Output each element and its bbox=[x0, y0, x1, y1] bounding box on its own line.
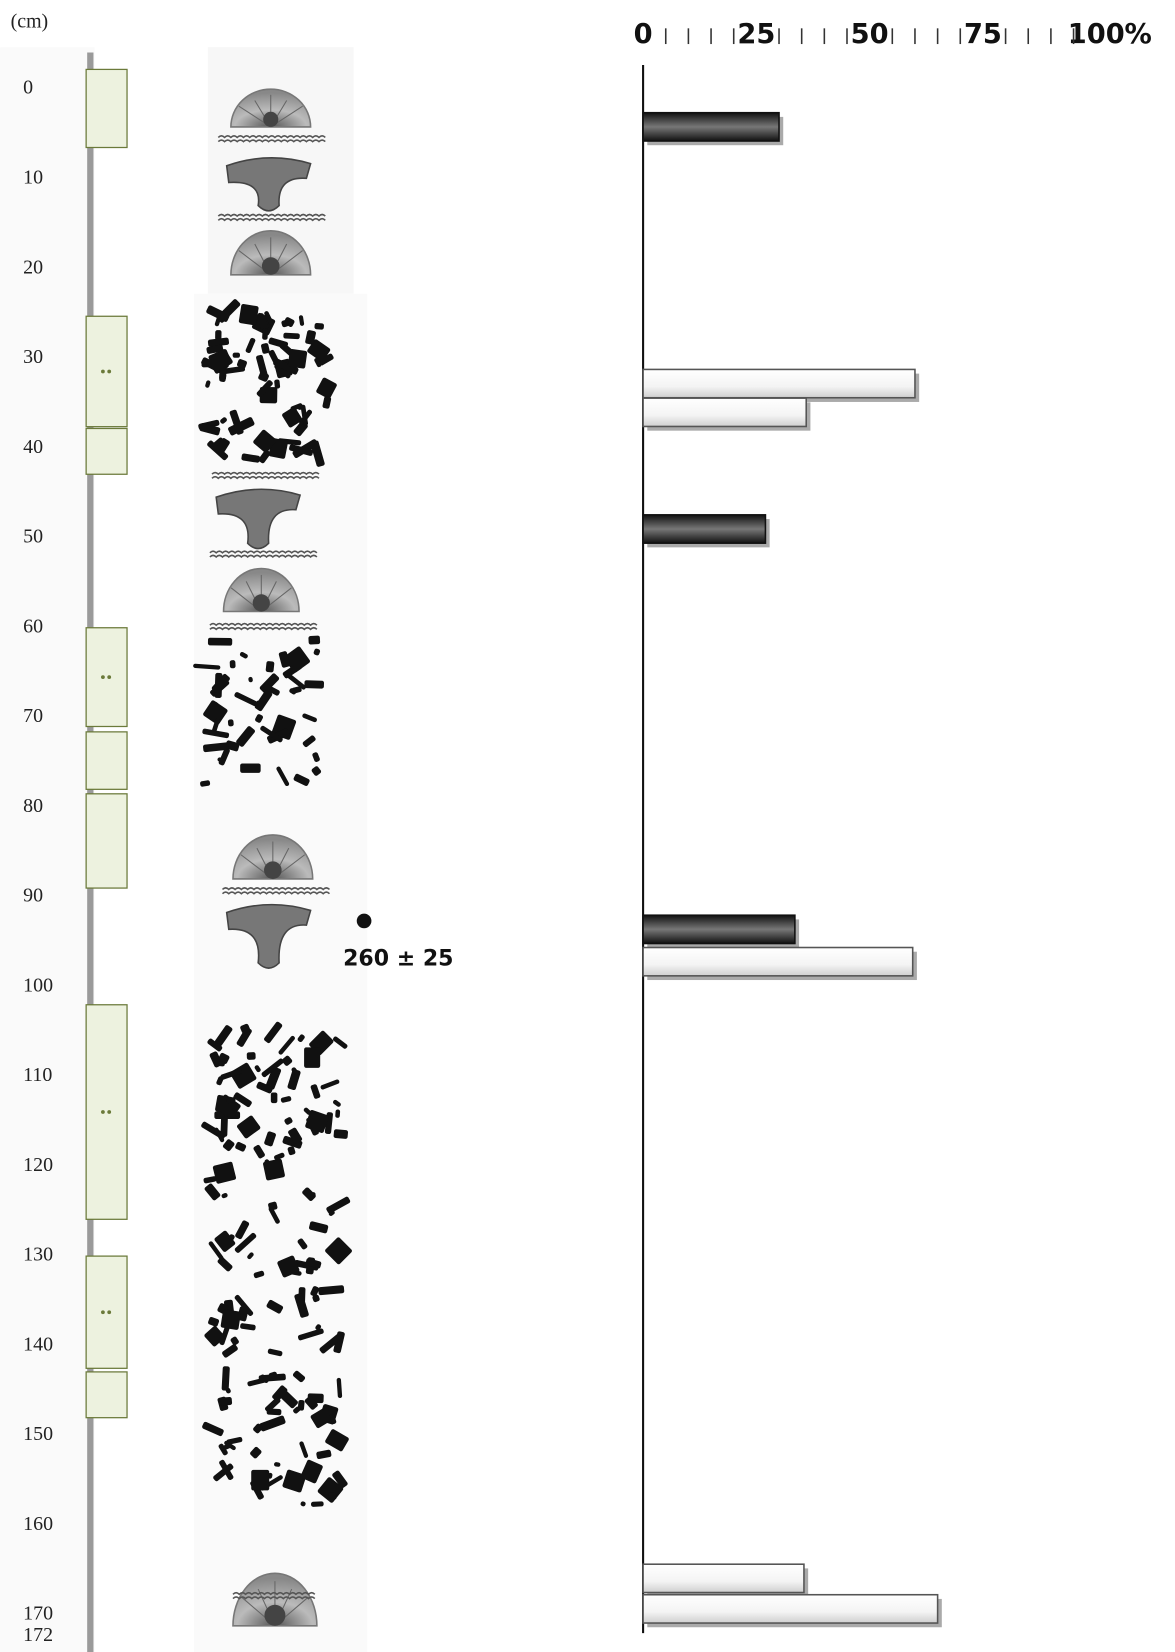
x-unit: % bbox=[1125, 19, 1152, 50]
fragment bbox=[219, 1397, 232, 1406]
sample-dot bbox=[101, 370, 105, 374]
y-tick-label: 50 bbox=[23, 526, 43, 548]
x-tick-label: 100 bbox=[1068, 19, 1125, 50]
sample-box bbox=[86, 732, 127, 789]
y-tick-label: 90 bbox=[23, 885, 43, 907]
sample-box bbox=[86, 1372, 127, 1418]
annotation-dot bbox=[357, 914, 372, 929]
shell-eye bbox=[253, 594, 270, 611]
y-tick-label: 30 bbox=[23, 346, 43, 368]
sample-dot bbox=[107, 1110, 111, 1114]
sample-box bbox=[86, 428, 127, 474]
y-tick-label: 60 bbox=[23, 615, 43, 637]
y-tick-label: 80 bbox=[23, 795, 43, 817]
chart: (cm) 260 ± 25 0 10 20 30 40 50 60 70 80 90 100 110 1… bbox=[0, 0, 1175, 1652]
fragment bbox=[283, 333, 300, 340]
fragment bbox=[271, 1093, 278, 1104]
y-tick-label: 140 bbox=[23, 1333, 53, 1355]
bar bbox=[643, 915, 795, 943]
fragment bbox=[333, 1129, 348, 1139]
sample-dot bbox=[107, 1310, 111, 1314]
sample-dot bbox=[107, 370, 111, 374]
fragment bbox=[335, 1109, 340, 1118]
y-tick-label: 130 bbox=[23, 1244, 53, 1266]
axis-panel bbox=[0, 47, 94, 1652]
fragment bbox=[233, 353, 240, 358]
annotation: 260 ± 25 bbox=[343, 947, 453, 972]
y-tick-label: 10 bbox=[23, 166, 43, 188]
fragment bbox=[311, 1501, 324, 1507]
sample-box bbox=[86, 316, 127, 426]
sample-dot bbox=[101, 1310, 105, 1314]
y-tick-label: 100 bbox=[23, 974, 53, 996]
y-tick-label: 110 bbox=[23, 1064, 52, 1086]
fragment bbox=[228, 719, 234, 726]
fragment bbox=[263, 1158, 286, 1180]
fragment bbox=[247, 1052, 256, 1060]
sample-box bbox=[86, 69, 127, 147]
y-tick-label: 40 bbox=[23, 436, 43, 458]
fragment bbox=[304, 1047, 320, 1067]
sample-box bbox=[86, 794, 127, 888]
fragment bbox=[220, 1117, 227, 1137]
x-tick-label: 0 bbox=[634, 19, 653, 50]
y-tick-label: 150 bbox=[23, 1423, 53, 1445]
sample-dot bbox=[101, 1110, 105, 1114]
page: {"chart_data": {"type": "bar", "ylabel":… bbox=[0, 0, 1175, 1652]
fragment bbox=[251, 1470, 269, 1491]
fragment bbox=[222, 1366, 230, 1391]
bar bbox=[643, 515, 765, 543]
shell-eye bbox=[264, 1605, 285, 1626]
fragment bbox=[304, 680, 324, 689]
fragment bbox=[208, 638, 232, 646]
y-tick-label: 20 bbox=[23, 256, 43, 278]
y-axis-label: (cm) bbox=[11, 11, 49, 33]
y-tick-label: 0 bbox=[23, 77, 33, 99]
fragment bbox=[288, 349, 308, 369]
x-tick-label: 50 bbox=[851, 19, 889, 50]
sample-box bbox=[86, 1256, 127, 1368]
fragment bbox=[266, 661, 275, 673]
fragment bbox=[219, 1061, 225, 1066]
y-tick-label: 160 bbox=[23, 1513, 53, 1535]
x-tick-label: 75 bbox=[964, 19, 1002, 50]
y-tick-label: 120 bbox=[23, 1154, 53, 1176]
bar bbox=[643, 948, 913, 976]
sample-dot bbox=[101, 675, 105, 679]
bar bbox=[643, 398, 806, 426]
sample-box bbox=[86, 1005, 127, 1220]
fragment bbox=[314, 323, 324, 330]
fragment bbox=[220, 1309, 241, 1330]
shell-eye bbox=[264, 861, 282, 879]
fragment bbox=[239, 304, 259, 326]
sample-dot bbox=[107, 675, 111, 679]
bar bbox=[643, 113, 779, 141]
shell-eye bbox=[263, 112, 278, 127]
x-tick-label: 25 bbox=[737, 19, 775, 50]
fragment bbox=[262, 328, 268, 340]
bar bbox=[643, 1595, 938, 1623]
fragment bbox=[274, 379, 280, 389]
sample-box bbox=[86, 628, 127, 727]
fragment bbox=[240, 764, 260, 773]
bar bbox=[643, 369, 915, 397]
bar bbox=[643, 1564, 804, 1592]
fragment bbox=[230, 660, 236, 668]
y-tick-label: 172 bbox=[23, 1624, 53, 1646]
y-tick-label: 170 bbox=[23, 1603, 53, 1625]
y-tick-label: 70 bbox=[23, 705, 43, 727]
fragment bbox=[308, 636, 320, 645]
shell-eye bbox=[262, 257, 280, 275]
